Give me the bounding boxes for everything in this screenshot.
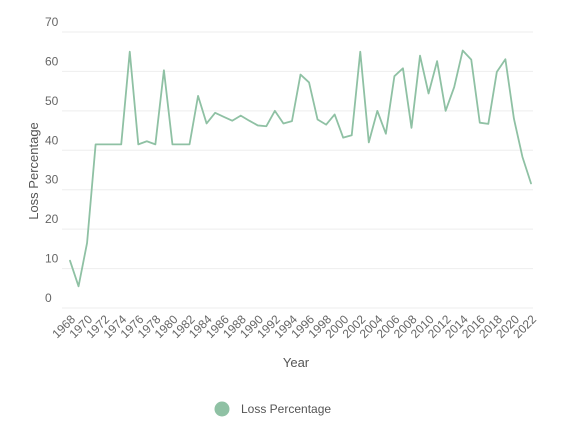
legend-label: Loss Percentage [241, 402, 331, 416]
grid [62, 31, 533, 309]
y-tick-label: 50 [45, 94, 59, 108]
x-axis-title: Year [283, 355, 310, 370]
y-tick-label: 30 [45, 173, 59, 187]
y-tick-label: 60 [45, 54, 59, 68]
y-tick-label: 0 [45, 291, 52, 305]
y-axis-ticks: 0 10 20 30 40 50 60 70 [45, 15, 59, 305]
x-axis-ticks: 1968197019721974197619781980198219841986… [49, 312, 539, 341]
y-tick-label: 70 [45, 15, 59, 29]
y-tick-label: 20 [45, 212, 59, 226]
series-line[interactable] [69, 49, 532, 288]
series [69, 49, 532, 288]
legend[interactable]: Loss Percentage [214, 401, 332, 417]
y-tick-label: 40 [45, 133, 59, 147]
y-axis-title: Loss Percentage [26, 122, 41, 220]
legend-swatch [214, 401, 230, 417]
y-tick-label: 10 [45, 252, 59, 266]
